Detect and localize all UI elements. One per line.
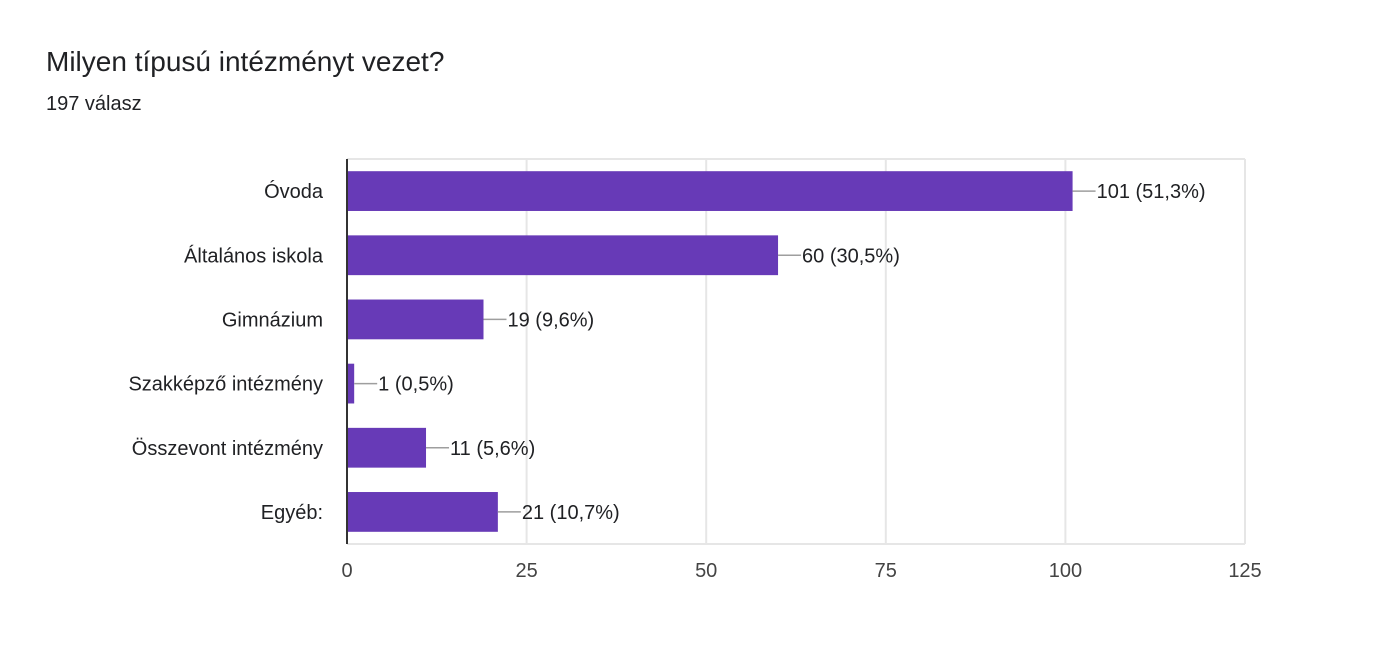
x-tick-label: 75 [875,560,897,582]
x-tick-label: 125 [1228,560,1261,582]
bars [347,171,1073,532]
value-label: 101 (51,3%) [1097,181,1206,203]
bar [347,299,484,340]
category-label: Egyéb: [261,502,323,524]
bar [347,427,427,468]
x-tick-label: 25 [515,560,537,582]
category-label: Óvoda [264,180,324,203]
x-tick-label: 0 [341,560,352,582]
bar [347,363,355,404]
category-label: Szakképző intézmény [128,374,323,396]
bar [347,492,498,532]
response-count: 197 válasz [46,93,142,115]
category-label: Gimnázium [222,309,323,331]
x-tick-label: 100 [1049,560,1082,582]
value-label: 60 (30,5%) [802,245,900,267]
value-label: 21 (10,7%) [522,502,620,524]
bar [347,171,1073,211]
grid-lines [347,158,1246,545]
value-label: 11 (5,6%) [450,438,535,460]
value-label: 19 (9,6%) [507,309,594,331]
chart-title: Milyen típusú intézményt vezet? [46,46,445,77]
category-label: Általános iskola [184,244,324,267]
value-label: 1 (0,5%) [378,374,454,396]
x-tick-label: 50 [695,560,717,582]
bar [347,235,779,276]
category-label: Összevont intézmény [132,438,323,460]
labels: 0 25 50 75 100 125 101 (51,3%) Óvoda 60 (30,5%) Á… [128,180,1261,582]
